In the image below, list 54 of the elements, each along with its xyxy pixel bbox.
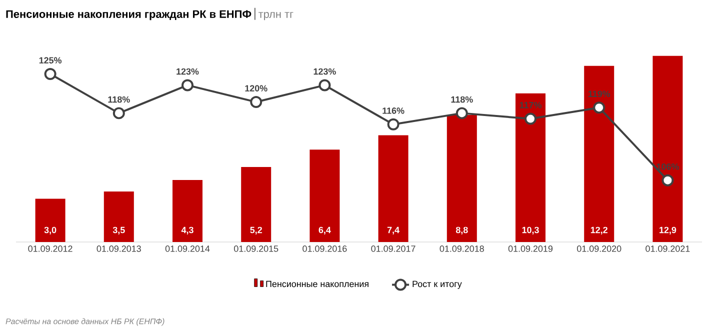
x-tick-label: 01.09.2015	[234, 246, 278, 252]
data-label: 5,2	[250, 226, 262, 234]
x-tick-label: 01.09.2016	[302, 246, 347, 252]
data-label: 125%	[39, 57, 62, 64]
data-label: 118%	[108, 96, 130, 103]
bar	[104, 191, 134, 242]
data-label: 119%	[588, 90, 610, 98]
bar	[378, 135, 408, 242]
data-label: 118%	[451, 96, 473, 103]
data-label: 6,4	[318, 226, 331, 234]
x-tick-label: 01.09.2014	[165, 246, 210, 252]
bar	[584, 66, 614, 242]
bar	[172, 180, 202, 242]
chart-title: Пенсионные накопления граждан РК в ЕНПФ	[6, 10, 252, 20]
x-tick-label: 01.09.2021	[646, 246, 690, 252]
point	[387, 118, 400, 130]
data-label: 123%	[314, 68, 336, 75]
point	[250, 96, 262, 108]
legend-label: Рост к итогу	[412, 280, 462, 289]
bar	[652, 56, 683, 242]
chart-subtitle: трлн тг	[258, 12, 294, 20]
data-label: 116%	[382, 108, 404, 114]
x-tick-label: 01.09.2019	[508, 246, 553, 252]
x-tick-label: 01.09.2018	[440, 246, 484, 252]
x-tick-label: 01.09.2017	[371, 246, 416, 252]
bar	[516, 93, 546, 242]
bar	[35, 198, 66, 242]
bar	[310, 150, 340, 242]
point	[662, 174, 674, 186]
point	[524, 112, 537, 125]
bar	[241, 166, 272, 242]
point	[112, 107, 125, 120]
point	[318, 79, 331, 92]
x-tick-label: 01.09.2020	[577, 246, 622, 252]
point	[456, 107, 468, 120]
x-tick-label: 01.09.2013	[96, 246, 141, 252]
data-label: 3,5	[112, 226, 125, 234]
point	[182, 79, 194, 92]
data-label: 7,4	[387, 226, 400, 234]
data-label: 106%	[656, 163, 679, 170]
data-label: 8,8	[456, 226, 468, 234]
bar	[446, 114, 477, 242]
data-label: 117%	[520, 102, 542, 108]
data-label: 12,2	[590, 226, 608, 234]
point	[44, 68, 56, 80]
data-label: 4,3	[181, 226, 194, 234]
data-label: 123%	[176, 68, 199, 75]
data-label: 120%	[245, 85, 268, 92]
point	[593, 102, 606, 114]
legend-label: Пенсионные накопления	[266, 280, 368, 288]
data-label: 12,9	[660, 226, 676, 234]
data-label: 3,0	[44, 226, 56, 234]
data-label: 10,3	[522, 226, 539, 234]
x-tick-label: 01.09.2012	[28, 246, 72, 252]
